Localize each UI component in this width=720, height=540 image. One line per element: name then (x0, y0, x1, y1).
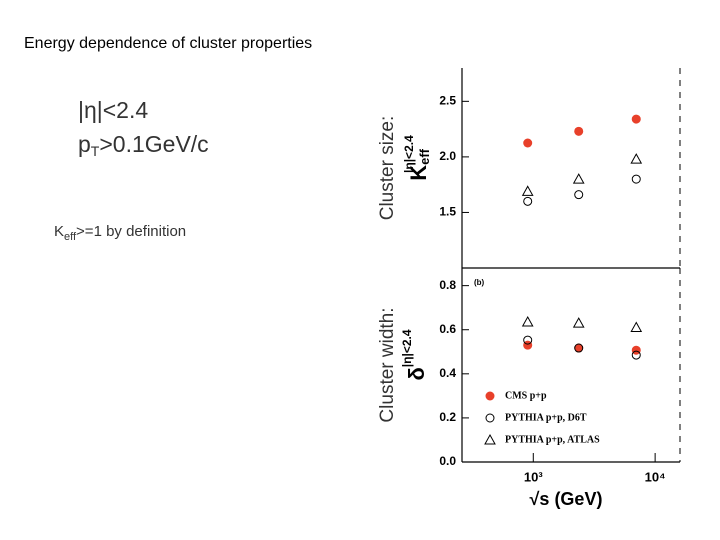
marker (631, 114, 641, 124)
note-text: |η|<2.4 (78, 97, 148, 123)
marker (574, 343, 584, 353)
marker (631, 174, 641, 184)
symbol: δ (404, 367, 429, 380)
y-tick-label: 1.5 (439, 205, 456, 219)
marker (631, 345, 641, 355)
marker (523, 196, 533, 206)
marker (630, 153, 643, 164)
y-axis-symbol: Keff|η|<2.4 (402, 135, 432, 181)
x-tick-label: 10⁴ (645, 469, 666, 484)
note-text: K (54, 223, 64, 240)
symbol-sub: eff (417, 148, 432, 165)
legend-marker (485, 391, 495, 401)
marker (572, 317, 585, 328)
x-axis-label: √s (GeV) (530, 489, 603, 509)
marker (521, 185, 534, 196)
symbol: K (406, 165, 431, 181)
y-axis-label: Cluster size: (377, 116, 398, 221)
note-text: >=1 by definition (76, 223, 186, 240)
legend-marker (485, 413, 495, 423)
legend-label: PYTHIA p+p, D6T (505, 412, 587, 423)
y-axis-symbol: δ|η|<2.4 (400, 329, 429, 380)
marker (523, 340, 533, 350)
note-text: eff (64, 231, 77, 243)
marker (631, 350, 641, 360)
panel-label: (b) (474, 278, 485, 287)
marker (523, 335, 533, 345)
y-tick-label: 0.8 (439, 278, 456, 292)
y-tick-label: 0.4 (439, 366, 456, 380)
note: |η|<2.4 (78, 97, 148, 123)
y-tick-label: 0.0 (439, 454, 456, 468)
marker (523, 138, 533, 148)
x-tick-label: 10³ (524, 469, 543, 484)
note-text: >0.1GeV/c (99, 131, 208, 157)
note: pT>0.1GeV/c (78, 131, 209, 159)
marker (574, 190, 584, 200)
legend-label: PYTHIA p+p, ATLAS (505, 434, 600, 445)
y-tick-label: 2.5 (439, 94, 456, 108)
note-text: p (78, 131, 91, 157)
slide-title: Energy dependence of cluster properties (24, 35, 312, 52)
symbol-sup: |η|<2.4 (402, 135, 416, 173)
marker (521, 315, 534, 327)
note: Keff>=1 by definition (54, 223, 186, 243)
marker (574, 126, 584, 136)
marker (572, 173, 585, 184)
legend-label: CMS p+p (505, 390, 547, 401)
legend-marker (484, 433, 496, 445)
y-tick-label: 0.6 (439, 322, 456, 336)
y-axis-label: Cluster width: (377, 307, 398, 422)
note-text: T (91, 143, 100, 159)
marker (630, 321, 643, 333)
symbol-sup: |η|<2.4 (400, 329, 414, 367)
marker (574, 343, 584, 353)
y-tick-label: 0.2 (439, 410, 456, 424)
y-tick-label: 2.0 (439, 149, 456, 163)
